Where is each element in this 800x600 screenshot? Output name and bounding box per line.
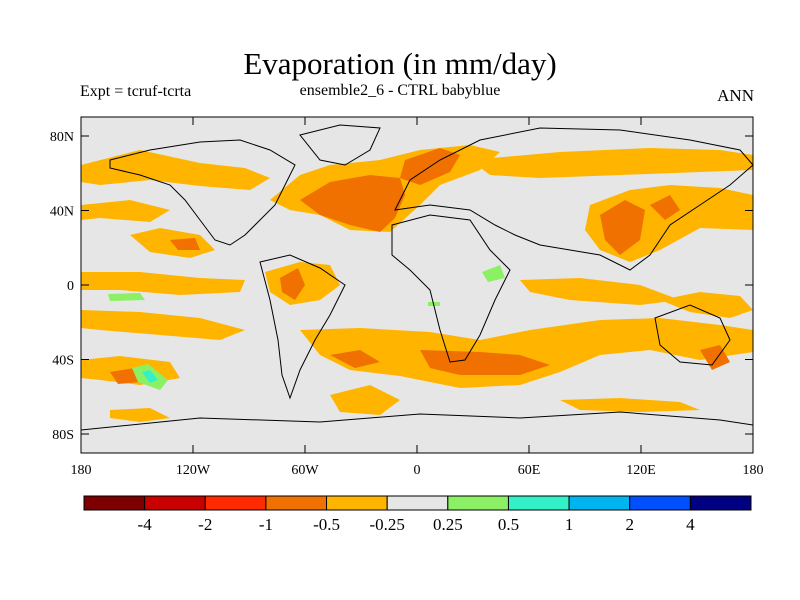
lat-tick-label: 80N bbox=[50, 130, 74, 145]
indian-ocean-south-core bbox=[420, 350, 550, 375]
lon-tick-label: 180 bbox=[743, 463, 764, 478]
east-africa-positive bbox=[482, 265, 505, 282]
south-pacific-positive-core bbox=[142, 370, 158, 383]
colorbar-swatch bbox=[568, 495, 631, 511]
colorbar-label: 0.25 bbox=[433, 515, 463, 534]
latitude-axis: 80N 40N 0 40S 80S bbox=[50, 130, 753, 443]
south-america-coast bbox=[259, 254, 346, 400]
amazon-core bbox=[280, 268, 305, 300]
indian-ocean-tropical bbox=[520, 278, 680, 305]
colorbar-swatch bbox=[204, 495, 267, 511]
north-pacific-patch bbox=[81, 200, 170, 222]
greenland-coast bbox=[299, 124, 381, 166]
north-atlantic-core bbox=[300, 175, 405, 232]
africa-coast bbox=[391, 214, 511, 363]
contour-fills bbox=[81, 145, 753, 422]
ensemble-label: ensemble2_6 - CTRL babyblue bbox=[299, 82, 501, 99]
japan-core bbox=[650, 195, 680, 220]
colorbar-swatch bbox=[507, 495, 570, 511]
coastlines bbox=[81, 124, 753, 431]
colorbar-swatch bbox=[629, 495, 691, 511]
colorbar: -4 -2 -1 -0.5 -0.25 0.25 0.5 1 2 4 bbox=[83, 495, 752, 534]
lat-tick-label: 40N bbox=[50, 205, 74, 220]
colorbar-label: -4 bbox=[138, 515, 153, 534]
colorbar-label: 4 bbox=[686, 515, 695, 534]
colorbar-swatch bbox=[326, 495, 388, 511]
lon-tick-label: 180 bbox=[71, 463, 92, 478]
colorbar-label: 1 bbox=[565, 515, 574, 534]
lon-tick-label: 60W bbox=[291, 463, 319, 478]
lat-tick-label: 40S bbox=[52, 354, 74, 369]
south-pacific-band bbox=[81, 310, 245, 340]
lon-tick-label: 0 bbox=[414, 463, 421, 478]
south-atlantic-indian bbox=[300, 318, 753, 388]
eurasia-coast bbox=[394, 127, 753, 271]
east-pacific-tropical bbox=[81, 272, 245, 295]
colorbar-swatch bbox=[83, 495, 146, 511]
lat-tick-label: 0 bbox=[67, 279, 74, 294]
colorbar-label: 0.5 bbox=[498, 515, 519, 534]
colorbar-label: 2 bbox=[625, 515, 634, 534]
experiment-label: Expt = tcruf-tcrta bbox=[80, 83, 192, 100]
south-pacific-high-lat bbox=[110, 408, 170, 422]
colorbar-label: -2 bbox=[198, 515, 212, 534]
australia-ne bbox=[660, 292, 753, 318]
plot-title: Evaporation (in mm/day) bbox=[243, 46, 557, 81]
colorbar-label: -1 bbox=[259, 515, 273, 534]
colorbar-swatch bbox=[447, 495, 509, 511]
south-atlantic-core bbox=[330, 350, 380, 368]
lon-tick-label: 60E bbox=[518, 463, 541, 478]
colorbar-swatch bbox=[386, 495, 449, 511]
lon-tick-label: 120E bbox=[626, 463, 656, 478]
pacific-positive bbox=[108, 293, 145, 301]
china-core bbox=[600, 200, 645, 255]
colorbar-swatch bbox=[144, 495, 206, 511]
north-pacific-band bbox=[81, 150, 270, 190]
lat-tick-label: 80S bbox=[52, 428, 74, 443]
colorbar-swatch bbox=[265, 495, 328, 511]
lon-tick-label: 120W bbox=[176, 463, 211, 478]
colorbar-swatch bbox=[689, 495, 752, 511]
southern-ocean-band bbox=[330, 385, 400, 415]
colorbar-label: -0.25 bbox=[369, 515, 404, 534]
siberia-band bbox=[470, 148, 753, 178]
longitude-axis: 180 120W 60W 0 60E 120E 180 bbox=[71, 117, 764, 478]
australia-coast bbox=[654, 304, 731, 366]
pacific-west-core bbox=[170, 238, 200, 250]
antarctica-coast bbox=[81, 411, 753, 431]
colorbar-label: -0.5 bbox=[313, 515, 340, 534]
south-pacific-core bbox=[110, 368, 140, 384]
north-america-coast bbox=[109, 139, 296, 246]
southern-ocean-east bbox=[560, 398, 700, 412]
season-label: ANN bbox=[717, 86, 754, 105]
